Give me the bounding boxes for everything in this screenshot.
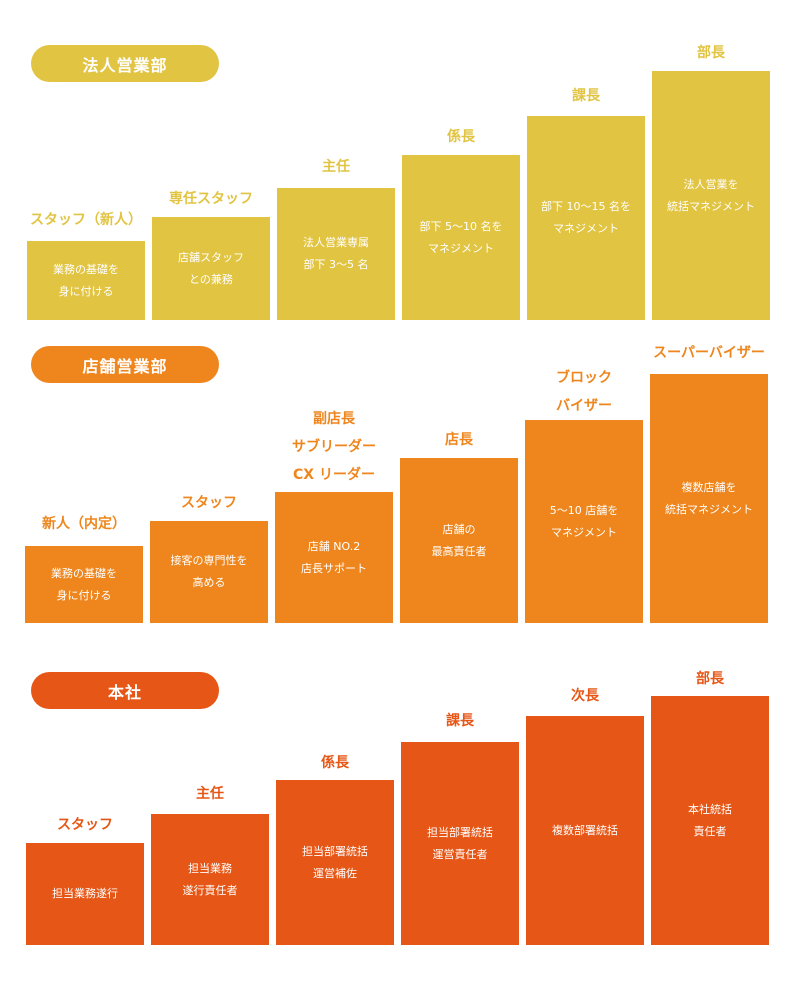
step-box: 部下 5〜10 名を マネジメント: [402, 155, 520, 320]
step-title: 副店長 サブリーダー CX リーダー: [292, 411, 376, 483]
step-box: 法人営業を 統括マネジメント: [652, 71, 770, 320]
step-title: 店長: [445, 432, 473, 448]
step-title: 課長: [572, 88, 600, 104]
step-title: 部長: [696, 671, 724, 687]
step-box: 担当部署統括 運営補佐: [276, 780, 394, 945]
step-title: 係長: [447, 129, 475, 145]
step-title: スタッフ: [181, 495, 237, 511]
step-box: 店舗スタッフ との兼務: [152, 217, 270, 320]
step-title: スタッフ: [57, 817, 113, 833]
step-box: 担当部署統括 運営責任者: [401, 742, 519, 945]
step-title: 新人（内定）: [42, 516, 126, 532]
step-box: 担当業務 遂行責任者: [151, 814, 269, 945]
step-box: 複数部署統括: [526, 716, 644, 945]
step-title: 主任: [322, 159, 350, 175]
step-title: 専任スタッフ: [169, 191, 253, 207]
step-title: 主任: [196, 786, 224, 802]
step-box: 本社統括 責任者: [651, 696, 769, 945]
step-box: 店舗の 最高責任者: [400, 458, 518, 623]
step-title: スタッフ（新人）: [30, 212, 142, 228]
step-box: 店舗 NO.2 店長サポート: [275, 492, 393, 623]
step-title: 係長: [321, 755, 349, 771]
step-title: ブロック バイザー: [556, 370, 612, 414]
step-title: スーパーバイザー: [653, 345, 765, 361]
step-box: 5〜10 店舗を マネジメント: [525, 420, 643, 623]
step-box: 業務の基礎を 身に付ける: [25, 546, 143, 623]
section-title-badge: 店舗営業部: [31, 346, 219, 383]
step-box: 複数店舗を 統括マネジメント: [650, 374, 768, 623]
step-title: 次長: [571, 688, 599, 704]
section-title-badge: 本社: [31, 672, 219, 709]
step-box: 部下 10〜15 名を マネジメント: [527, 116, 645, 320]
section-store-sales: 店舗営業部 新人（内定） 業務の基礎を 身に付ける スタッフ 接客の専門性を 高…: [25, 345, 768, 623]
section-corporate-sales: 法人営業部 スタッフ（新人） 業務の基礎を 身に付ける 専任スタッフ 店舗スタッ…: [0, 0, 800, 330]
section-title-badge: 法人営業部: [31, 45, 219, 82]
step-box: 業務の基礎を 身に付ける: [27, 241, 145, 320]
step-box: 接客の専門性を 高める: [150, 521, 268, 623]
step-box: 担当業務遂行: [26, 843, 144, 945]
step-box: 法人営業専属 部下 3〜5 名: [277, 188, 395, 320]
step-title: 課長: [446, 713, 474, 729]
step-title: 部長: [697, 45, 725, 61]
